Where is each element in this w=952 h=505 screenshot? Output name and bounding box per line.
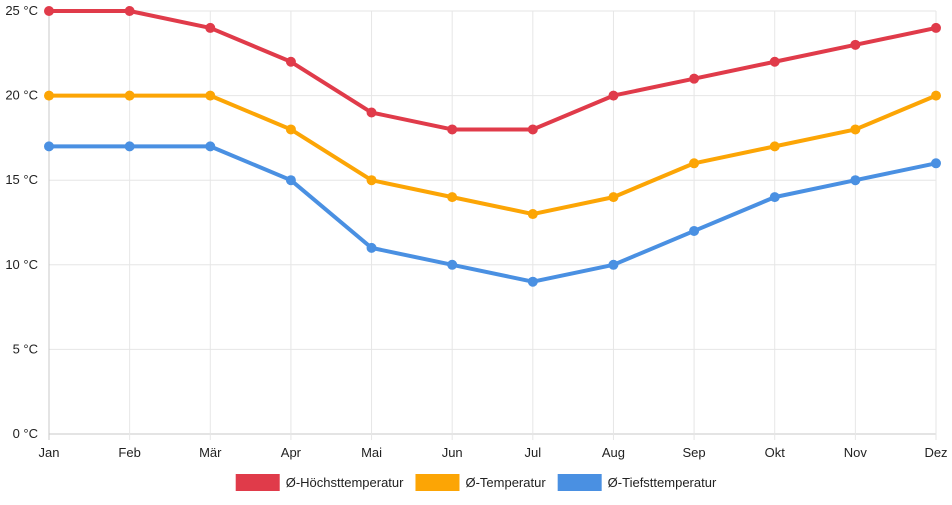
legend-label: Ø-Tiefsttemperatur xyxy=(608,475,717,490)
data-point xyxy=(205,90,216,101)
series-2 xyxy=(44,90,941,220)
data-point xyxy=(527,276,538,287)
data-point xyxy=(44,141,54,152)
y-tick-label: 5 °C xyxy=(13,341,38,356)
data-point xyxy=(931,90,941,101)
x-tick-label: Apr xyxy=(281,445,302,460)
data-point xyxy=(527,209,538,220)
data-point xyxy=(769,56,780,67)
x-tick-label: Okt xyxy=(765,445,786,460)
data-point xyxy=(850,175,861,186)
data-point xyxy=(44,90,54,101)
legend-item: Ø-Höchsttemperatur xyxy=(235,474,404,491)
x-tick-label: Sep xyxy=(683,445,706,460)
data-point xyxy=(285,56,296,67)
x-tick-label: Mär xyxy=(199,445,222,460)
x-tick-label: Jul xyxy=(525,445,542,460)
legend-item: Ø-Temperatur xyxy=(415,474,546,491)
series-layer xyxy=(44,6,941,287)
data-point xyxy=(931,22,941,33)
data-point xyxy=(366,242,377,253)
y-tick-label: 15 °C xyxy=(5,172,38,187)
data-point xyxy=(447,259,458,270)
y-tick-label: 20 °C xyxy=(5,88,38,103)
data-point xyxy=(608,192,619,203)
data-point xyxy=(689,73,700,84)
legend: Ø-Höchsttemperatur Ø-Temperatur Ø-Tiefstte… xyxy=(235,474,717,491)
data-point xyxy=(850,39,861,50)
data-point xyxy=(931,158,941,169)
series-line xyxy=(47,9,938,132)
series-1 xyxy=(44,6,941,135)
x-tick-label: Mai xyxy=(361,445,382,460)
legend-item: Ø-Tiefsttemperatur xyxy=(557,474,717,491)
legend-swatch xyxy=(235,474,280,491)
data-point xyxy=(285,124,296,135)
data-point xyxy=(124,141,135,152)
x-tick-label: Feb xyxy=(118,445,140,460)
data-point xyxy=(124,90,135,101)
data-point xyxy=(689,158,700,169)
data-point xyxy=(205,22,216,33)
data-point xyxy=(44,6,54,16)
data-point xyxy=(447,192,458,203)
legend-swatch xyxy=(415,474,460,491)
x-tick-label: Jun xyxy=(442,445,463,460)
y-tick-label: 0 °C xyxy=(13,426,38,441)
data-point xyxy=(608,259,619,270)
data-point xyxy=(769,192,780,203)
x-tick-label: Dez xyxy=(924,445,947,460)
series-line xyxy=(47,144,938,284)
data-point xyxy=(366,107,377,118)
x-tick-label: Nov xyxy=(844,445,868,460)
legend-swatch xyxy=(557,474,602,491)
data-point xyxy=(285,175,296,186)
data-point xyxy=(205,141,216,152)
grid-layer xyxy=(48,10,937,440)
data-point xyxy=(850,124,861,135)
x-tick-label: Jan xyxy=(39,445,60,460)
series-3 xyxy=(44,141,941,287)
data-point xyxy=(769,141,780,152)
y-axis: 0 °C 5 °C 10 °C 15 °C 20 °C 25 °C xyxy=(5,3,38,441)
x-axis: Jan Feb Mär Apr Mai Jun Jul Aug Sep Okt Nov Dez xyxy=(39,445,948,460)
y-tick-label: 25 °C xyxy=(5,3,38,18)
legend-label: Ø-Höchsttemperatur xyxy=(286,475,404,490)
data-point xyxy=(366,175,377,186)
series-line xyxy=(47,93,938,217)
data-point xyxy=(124,6,135,16)
data-point xyxy=(527,124,538,135)
data-point xyxy=(447,124,458,135)
legend-label: Ø-Temperatur xyxy=(465,475,546,490)
x-tick-label: Aug xyxy=(602,445,625,460)
data-point xyxy=(689,225,700,236)
data-point xyxy=(608,90,619,101)
y-tick-label: 10 °C xyxy=(5,257,38,272)
